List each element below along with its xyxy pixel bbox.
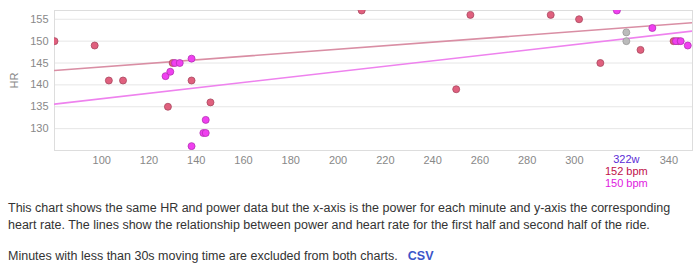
svg-text:150 bpm: 150 bpm <box>605 177 648 189</box>
svg-text:155: 155 <box>30 13 48 25</box>
svg-text:140: 140 <box>187 154 205 166</box>
svg-text:120: 120 <box>140 154 158 166</box>
svg-text:300: 300 <box>565 154 583 166</box>
svg-text:200: 200 <box>329 154 347 166</box>
svg-text:145: 145 <box>30 57 48 69</box>
html-text:CSV: CSV <box>407 249 434 263</box>
html-text:Minutes with less than 30s mov: Minutes with less than 30s moving time a… <box>8 249 398 263</box>
svg-text:260: 260 <box>471 154 489 166</box>
svg-text:HR: HR <box>8 73 20 89</box>
svg-text:130: 130 <box>30 122 48 134</box>
svg-text:140: 140 <box>30 78 48 90</box>
svg-text:280: 280 <box>518 154 536 166</box>
svg-text:152 bpm: 152 bpm <box>605 165 648 177</box>
svg-text:180: 180 <box>282 154 300 166</box>
svg-text:322w: 322w <box>613 153 639 165</box>
svg-text:135: 135 <box>30 100 48 112</box>
html-text:This chart shows the same HR a: This chart shows the same HR and power d… <box>8 201 671 232</box>
svg-text:340: 340 <box>660 154 678 166</box>
svg-text:160: 160 <box>234 154 252 166</box>
svg-text:150: 150 <box>30 35 48 47</box>
svg-text:100: 100 <box>93 154 111 166</box>
svg-text:220: 220 <box>376 154 394 166</box>
svg-text:240: 240 <box>423 154 441 166</box>
